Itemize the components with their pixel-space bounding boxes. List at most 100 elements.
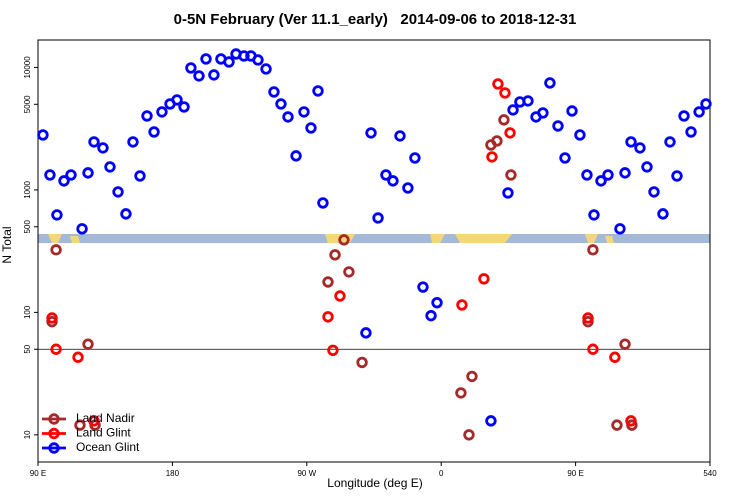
point xyxy=(127,136,139,148)
legend-label: Ocean Glint xyxy=(76,440,140,454)
point xyxy=(50,244,62,256)
point xyxy=(456,299,468,311)
point xyxy=(372,212,384,224)
x-tick-label: 90 E xyxy=(567,469,583,478)
point xyxy=(552,120,564,132)
point xyxy=(625,136,637,148)
point xyxy=(44,169,56,181)
point xyxy=(178,101,190,113)
legend-marker xyxy=(48,413,60,425)
point xyxy=(559,152,571,164)
point xyxy=(431,296,443,309)
point xyxy=(88,415,100,427)
point xyxy=(365,127,377,139)
point xyxy=(417,281,429,293)
point xyxy=(46,312,58,324)
point xyxy=(82,338,94,350)
point xyxy=(120,208,132,220)
point xyxy=(587,343,599,355)
point xyxy=(657,208,669,220)
point xyxy=(104,161,116,173)
point xyxy=(502,187,514,199)
point xyxy=(268,86,280,98)
point xyxy=(678,110,690,122)
point xyxy=(76,223,88,235)
point xyxy=(619,167,631,179)
point xyxy=(492,78,504,90)
point xyxy=(208,69,220,81)
point xyxy=(507,104,519,116)
y-tick-label: 50 xyxy=(23,344,32,353)
point xyxy=(380,169,392,181)
point xyxy=(334,290,346,302)
point xyxy=(112,186,124,198)
point xyxy=(619,338,631,350)
point xyxy=(455,387,467,399)
point xyxy=(544,77,556,89)
y-tick-label: 500 xyxy=(23,220,32,234)
point xyxy=(602,169,614,181)
point xyxy=(305,122,317,134)
legend-label: Land Glint xyxy=(76,426,131,440)
point xyxy=(478,273,490,285)
point xyxy=(387,175,399,187)
chart-title: 0-5N February (Ver 11.1_early) 2014-09-0… xyxy=(174,11,577,28)
point xyxy=(50,343,62,355)
point xyxy=(664,136,676,148)
point xyxy=(499,87,511,99)
point xyxy=(88,136,100,148)
point xyxy=(338,234,350,246)
point xyxy=(193,70,205,82)
point xyxy=(97,142,109,154)
point xyxy=(581,169,593,181)
point xyxy=(260,63,272,75)
point xyxy=(141,110,153,122)
point xyxy=(504,127,516,139)
point xyxy=(425,309,437,322)
point xyxy=(72,351,84,363)
y-axis-label: N Total xyxy=(0,226,14,263)
x-tick-label: 540 xyxy=(703,469,717,478)
point xyxy=(82,167,94,179)
point xyxy=(537,107,549,119)
point xyxy=(252,54,264,66)
point xyxy=(486,151,498,163)
point xyxy=(200,53,212,65)
y-tick-label: 5000 xyxy=(23,95,32,113)
point xyxy=(58,175,70,187)
point xyxy=(700,98,712,110)
point xyxy=(317,197,329,209)
point xyxy=(582,312,594,324)
point xyxy=(329,249,341,261)
point xyxy=(671,170,683,182)
point xyxy=(485,415,497,427)
point xyxy=(223,56,235,68)
point xyxy=(409,152,421,164)
plot-frame xyxy=(37,39,711,463)
point xyxy=(402,182,414,194)
point xyxy=(609,351,621,363)
point xyxy=(290,150,302,162)
point xyxy=(625,415,637,427)
point xyxy=(614,223,626,235)
point xyxy=(322,311,334,323)
point xyxy=(134,170,146,182)
y-tick-label: 10 xyxy=(23,430,32,439)
point xyxy=(356,356,368,369)
point xyxy=(491,135,503,147)
point xyxy=(463,429,475,441)
y-tick-label: 1000 xyxy=(23,180,32,198)
point xyxy=(634,142,646,154)
point xyxy=(171,94,183,106)
point xyxy=(394,130,406,142)
point xyxy=(685,126,697,138)
point xyxy=(312,85,324,97)
map-strip xyxy=(38,234,710,243)
point xyxy=(574,129,586,141)
x-tick-label: 0 xyxy=(439,469,444,478)
point xyxy=(65,169,77,181)
x-tick-label: 90 E xyxy=(30,469,46,478)
point xyxy=(360,327,372,339)
point xyxy=(587,244,599,256)
